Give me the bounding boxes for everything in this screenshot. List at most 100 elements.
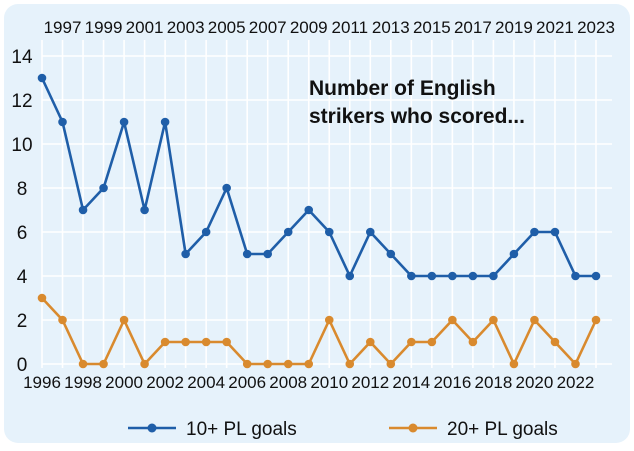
data-point — [160, 117, 170, 127]
y-tick-label: 4 — [17, 267, 28, 288]
x-tick-label-top: 2011 — [331, 18, 368, 37]
data-point — [427, 337, 437, 347]
data-point — [509, 249, 519, 259]
data-point — [386, 359, 396, 369]
data-point — [509, 359, 519, 369]
x-tick-label-bottom: 2014 — [392, 373, 430, 392]
x-tick-label-top: 1997 — [44, 18, 82, 37]
data-point — [201, 227, 211, 237]
x-tick-label-bottom: 2006 — [228, 373, 266, 392]
data-point — [489, 271, 498, 281]
x-tick-label-bottom: 2020 — [516, 373, 554, 392]
data-point — [99, 359, 108, 369]
data-point — [386, 249, 396, 259]
data-point — [78, 205, 88, 215]
x-tick-label-bottom: 2012 — [351, 373, 389, 392]
chart-title-line-1: Number of English — [309, 77, 496, 100]
chart: Number of English strikers who scored...… — [4, 4, 630, 443]
data-point — [571, 271, 580, 281]
data-point — [571, 359, 580, 369]
data-point — [140, 205, 149, 215]
x-tick-label-top: 2023 — [577, 18, 615, 37]
x-tick-label-top: 2021 — [536, 18, 574, 37]
data-point — [99, 183, 108, 193]
x-tick-label-top: 2009 — [290, 18, 328, 37]
y-tick-label: 0 — [17, 355, 28, 376]
data-point — [591, 315, 601, 325]
x-tick-label-bottom: 2016 — [433, 373, 471, 392]
y-tick-label: 6 — [17, 223, 28, 244]
data-point — [140, 359, 149, 369]
x-tick-label-top: 2017 — [454, 18, 492, 37]
data-point — [448, 315, 457, 325]
data-point — [345, 271, 355, 281]
data-point — [160, 337, 170, 347]
legend: 10+ PL goals 20+ PL goals — [128, 419, 558, 440]
data-point — [242, 359, 252, 369]
series — [37, 73, 601, 369]
data-point — [78, 359, 88, 369]
data-point — [324, 227, 334, 237]
data-point — [283, 359, 293, 369]
data-point — [407, 337, 416, 347]
data-point — [222, 183, 231, 193]
data-point — [242, 249, 252, 259]
x-tick-label-top: 2005 — [208, 18, 246, 37]
data-point — [222, 337, 231, 347]
series-line-0 — [40, 77, 596, 278]
data-point — [37, 73, 47, 83]
y-tick-label: 10 — [11, 135, 32, 156]
legend-label: 20+ PL goals — [447, 419, 558, 440]
data-point — [530, 227, 539, 237]
data-point — [263, 249, 273, 259]
data-point — [58, 315, 67, 325]
data-point — [448, 271, 457, 281]
x-tick-label-bottom: 1998 — [64, 373, 102, 392]
data-point — [283, 227, 293, 237]
data-point — [119, 315, 129, 325]
y-tick-label: 8 — [17, 179, 28, 200]
chart-title-line-2: strikers who scored... — [309, 105, 525, 128]
data-point — [181, 337, 190, 347]
x-tick-label-bottom: 2002 — [146, 373, 184, 392]
x-tick-label-bottom: 1996 — [23, 373, 61, 392]
x-tick-label-top: 2015 — [413, 18, 451, 37]
x-tick-label-bottom: 2000 — [105, 373, 143, 392]
line-chart: Number of English strikers who scored...… — [11, 18, 614, 440]
data-point — [530, 315, 539, 325]
data-point — [201, 337, 211, 347]
data-point — [345, 359, 355, 369]
data-point — [365, 337, 375, 347]
x-tick-label-top: 1999 — [85, 18, 123, 37]
data-point — [468, 271, 478, 281]
legend-label: 10+ PL goals — [186, 419, 297, 440]
legend-swatch-marker — [408, 423, 418, 433]
data-point — [407, 271, 416, 281]
data-point — [427, 271, 437, 281]
x-tick-label-top: 2003 — [167, 18, 205, 37]
data-point — [304, 205, 314, 215]
data-point — [591, 271, 601, 281]
data-point — [324, 315, 334, 325]
data-point — [468, 337, 478, 347]
data-point — [181, 249, 190, 259]
x-tick-label-bottom: 2004 — [187, 373, 225, 392]
y-tick-label: 2 — [17, 311, 28, 332]
x-tick-label-bottom: 2010 — [310, 373, 348, 392]
data-point — [58, 117, 67, 127]
grid — [41, 40, 612, 368]
data-point — [550, 337, 560, 347]
x-tick-label-bottom: 2018 — [474, 373, 512, 392]
legend-swatch-marker — [147, 423, 157, 433]
x-tick-label-bottom: 2022 — [557, 373, 595, 392]
x-tick-label-top: 2013 — [372, 18, 410, 37]
x-tick-label-bottom: 2008 — [269, 373, 307, 392]
data-point — [119, 117, 129, 127]
chart-title: Number of English strikers who scored... — [309, 77, 525, 128]
y-tick-label: 14 — [11, 47, 33, 68]
x-tick-label-top: 2001 — [126, 18, 164, 37]
data-point — [37, 293, 47, 303]
data-point — [550, 227, 560, 237]
series-line-1 — [41, 297, 598, 366]
